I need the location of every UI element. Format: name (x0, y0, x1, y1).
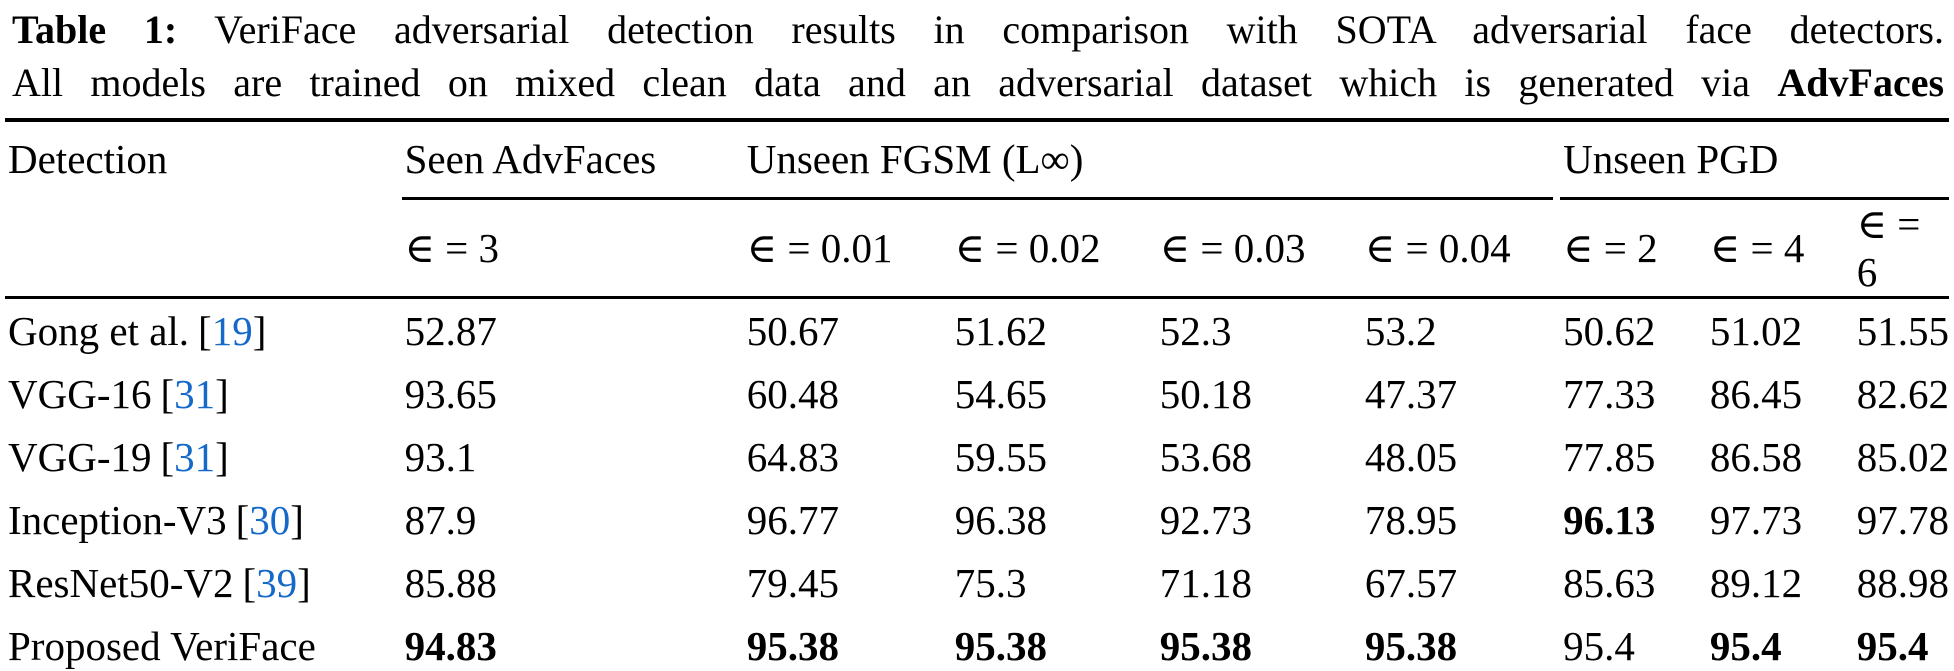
metric-value: 93.65 (404, 370, 497, 417)
caption-line1-text: VeriFace adversarial detection results i… (214, 7, 1944, 52)
metric-value: 51.55 (1856, 307, 1949, 354)
metric-value: 96.13 (1563, 496, 1656, 543)
table-row-gong: Gong et al. [19] 52.87 50.67 51.62 52.3 5… (5, 298, 1949, 363)
metric-value: 95.4 (1563, 622, 1635, 669)
metric-value: 86.45 (1709, 370, 1803, 417)
caption-line-2: All models are trained on mixed clean da… (12, 56, 1944, 109)
metric-value: 82.62 (1856, 370, 1949, 417)
table-row-inception-v3: Inception-V3 [30] 87.9 96.77 96.38 92.73 … (5, 488, 1949, 551)
citation: [39] (242, 559, 311, 606)
table-caption: Table 1: VeriFace adversarial detection … (0, 0, 1954, 109)
metric-value: 88.98 (1856, 559, 1949, 606)
citation-link[interactable]: 31 (174, 433, 216, 480)
citation-link[interactable]: 19 (211, 307, 253, 354)
table-row-vgg19: VGG-19 [31] 93.1 64.83 59.55 53.68 48.05 … (5, 425, 1949, 488)
epsilon-header: ∈ = 2 (1560, 200, 1707, 299)
citation: [31] (160, 370, 229, 417)
metric-value: 67.57 (1364, 559, 1458, 606)
metric-value: 53.68 (1159, 433, 1253, 480)
metric-value: 50.67 (746, 307, 839, 354)
metric-value: 95.38 (954, 622, 1047, 669)
epsilon-header-empty (5, 200, 402, 299)
metric-value: 92.73 (1159, 496, 1253, 543)
group-header-row: Detection Seen AdvFaces Unseen FGSM (L∞)… (5, 120, 1949, 196)
metric-value: 95.38 (1159, 622, 1253, 669)
model-name: VGG-19 [31] (8, 433, 229, 480)
metric-value: 95.4 (1856, 622, 1929, 669)
model-name: Inception-V3 [30] (8, 496, 304, 543)
epsilon-header-row: ∈ = 3 ∈ = 0.01 ∈ = 0.02 ∈ = 0.03 ∈ = 0.0… (5, 200, 1949, 299)
metric-value: 96.38 (954, 496, 1047, 543)
metric-value: 95.38 (746, 622, 839, 669)
group-header-unseen-fgsm: Unseen FGSM (L∞) (746, 136, 1084, 182)
metric-value: 71.18 (1159, 559, 1253, 606)
metric-value: 48.05 (1364, 433, 1458, 480)
metric-value: 94.83 (404, 622, 497, 669)
citation: [31] (160, 433, 229, 480)
metric-value: 59.55 (954, 433, 1047, 480)
caption-advfaces-label: AdvFaces (1777, 60, 1944, 105)
epsilon-header: ∈ = 4 (1706, 200, 1854, 299)
caption-table-label: Table 1: (12, 7, 178, 52)
metric-value: 77.85 (1563, 433, 1656, 480)
citation: [30] (235, 496, 304, 543)
metric-value: 50.18 (1159, 370, 1253, 417)
cmidrule-pgd (1560, 196, 1949, 200)
metric-value: 97.73 (1709, 496, 1803, 543)
col-header-detection: Detection (8, 136, 168, 182)
model-name: Gong et al. [19] (8, 307, 267, 354)
metric-value: 60.48 (746, 370, 839, 417)
metric-value: 96.77 (746, 496, 839, 543)
metric-value: 93.1 (404, 433, 477, 480)
citation-link[interactable]: 39 (256, 559, 298, 606)
metric-value: 50.62 (1563, 307, 1656, 354)
metric-value: 77.33 (1563, 370, 1656, 417)
metric-value: 52.3 (1159, 307, 1232, 354)
metric-value: 79.45 (746, 559, 839, 606)
metric-value: 52.87 (404, 307, 497, 354)
metric-value: 53.2 (1364, 307, 1437, 354)
epsilon-header: ∈ = 0.03 (1156, 200, 1362, 299)
caption-line2-text: All models are trained on mixed clean da… (12, 60, 1751, 105)
table-row-vgg16: VGG-16 [31] 93.65 60.48 54.65 50.18 47.37… (5, 362, 1949, 425)
citation: [19] (198, 307, 267, 354)
metric-value: 78.95 (1364, 496, 1458, 543)
citation-link[interactable]: 30 (249, 496, 291, 543)
model-name: VGG-16 [31] (8, 370, 229, 417)
metric-value: 51.62 (954, 307, 1047, 354)
model-name: ResNet50-V2 [39] (8, 559, 311, 606)
metric-value: 87.9 (404, 496, 477, 543)
table-row-proposed-veriface: Proposed VeriFace 94.83 95.38 95.38 95.3… (5, 614, 1949, 671)
group-header-seen-advfaces: Seen AdvFaces (404, 136, 657, 182)
model-name: Proposed VeriFace (8, 622, 316, 669)
results-table: Detection Seen AdvFaces Unseen FGSM (L∞)… (5, 118, 1949, 671)
metric-value: 47.37 (1364, 370, 1458, 417)
caption-line-1: Table 1: VeriFace adversarial detection … (12, 3, 1944, 56)
epsilon-header: ∈ = 0.04 (1361, 200, 1561, 299)
group-header-unseen-pgd: Unseen PGD (1563, 136, 1779, 182)
epsilon-header: ∈ = 0.01 (743, 200, 952, 299)
metric-value: 51.02 (1709, 307, 1803, 354)
metric-value: 97.78 (1856, 496, 1949, 543)
epsilon-header: ∈ = 6 (1853, 200, 1949, 299)
metric-value: 64.83 (746, 433, 839, 480)
table-row-resnet50-v2: ResNet50-V2 [39] 85.88 79.45 75.3 71.18 6… (5, 551, 1949, 614)
metric-value: 75.3 (954, 559, 1027, 606)
metric-value: 86.58 (1709, 433, 1803, 480)
metric-value: 95.38 (1364, 622, 1458, 669)
cmidrule-row (5, 196, 1949, 200)
epsilon-header: ∈ = 3 (401, 200, 744, 299)
metric-value: 85.02 (1856, 433, 1949, 480)
metric-value: 85.63 (1563, 559, 1656, 606)
epsilon-header: ∈ = 0.02 (951, 200, 1157, 299)
metric-value: 54.65 (954, 370, 1047, 417)
citation-link[interactable]: 31 (174, 370, 216, 417)
metric-value: 89.12 (1709, 559, 1803, 606)
cmidrule-seen-fgsm (401, 196, 1554, 200)
metric-value: 85.88 (404, 559, 497, 606)
metric-value: 95.4 (1709, 622, 1782, 669)
